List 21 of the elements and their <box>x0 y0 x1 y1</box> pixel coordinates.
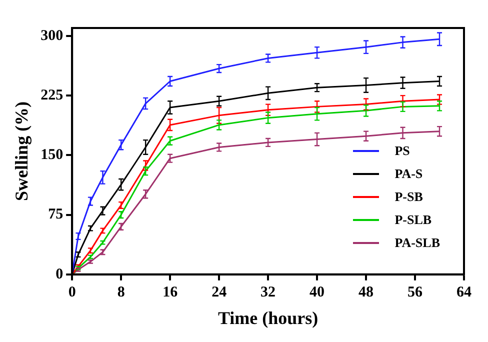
legend-label: PA-S <box>394 166 423 182</box>
x-tick-label: 40 <box>310 284 325 300</box>
x-tick-label: 8 <box>117 284 125 300</box>
x-tick-label: 16 <box>162 284 178 300</box>
x-tick-label: 32 <box>260 284 276 300</box>
y-tick-label: 225 <box>40 87 64 104</box>
y-axis-title: Swelling (%) <box>11 101 32 201</box>
x-tick-label: 56 <box>408 284 424 300</box>
legend-label: P-SLB <box>394 212 432 228</box>
legend-label: PS <box>394 142 410 158</box>
y-tick-label: 150 <box>40 147 64 164</box>
y-tick-label: 300 <box>40 28 64 44</box>
y-tick-label: 0 <box>56 266 64 282</box>
x-tick-label: 48 <box>358 284 374 300</box>
legend-label: P-SB <box>394 188 423 204</box>
x-tick-label: 64 <box>456 284 472 300</box>
x-axis-title: Time (hours) <box>218 308 318 328</box>
x-tick-label: 24 <box>212 284 228 300</box>
x-tick-label: 0 <box>68 284 76 300</box>
y-tick-label: 75 <box>48 206 64 223</box>
legend-label: PA-SLB <box>394 234 440 250</box>
